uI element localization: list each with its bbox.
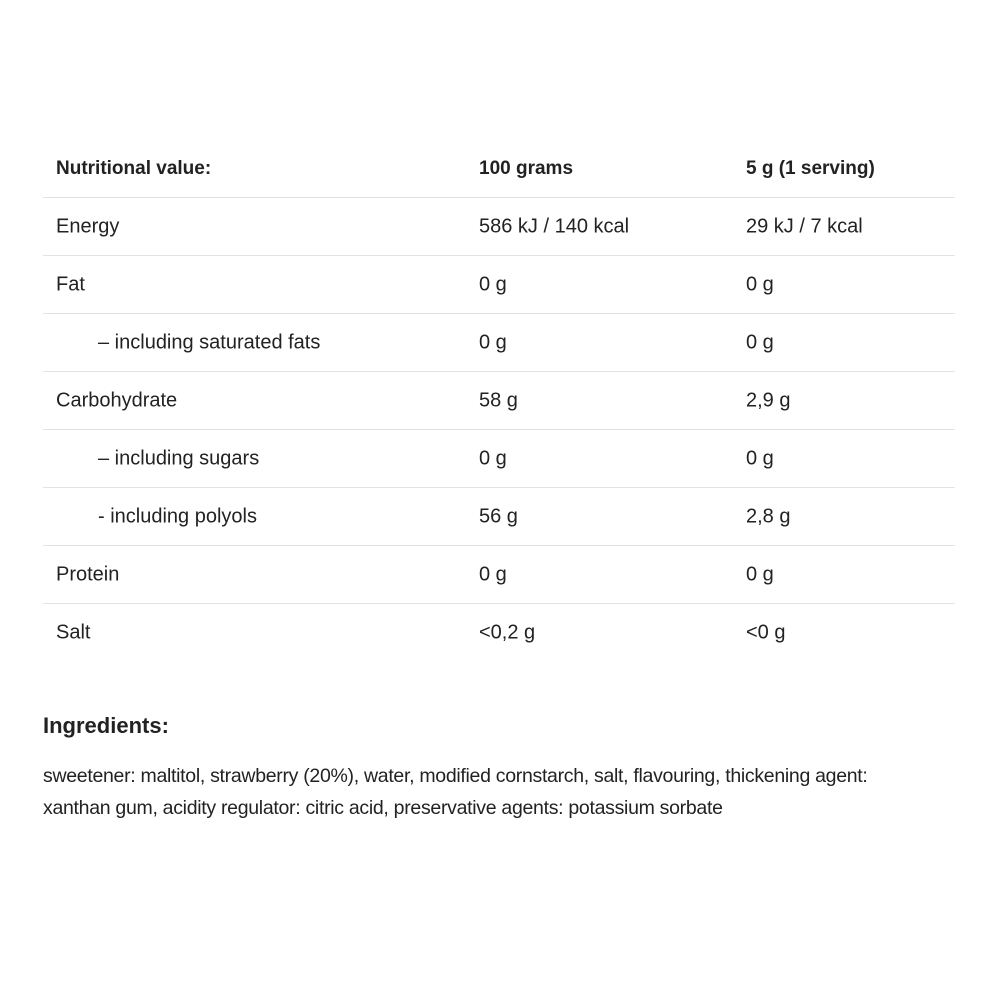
value-100g: 0 g: [479, 273, 507, 295]
value-serving: 0 g: [746, 273, 774, 295]
table-row: Carbohydrate 58 g 2,9 g: [43, 372, 955, 430]
value-serving: 0 g: [746, 331, 774, 353]
row-label: - including polyols: [98, 505, 257, 527]
value-100g: 56 g: [479, 505, 518, 527]
table-row: – including saturated fats 0 g 0 g: [43, 314, 955, 372]
ingredients-text: sweetener: maltitol, strawberry (20%), w…: [43, 765, 868, 819]
row-label: Energy: [56, 215, 120, 237]
ingredients-title: Ingredients:: [43, 713, 169, 738]
header-serving: 5 g (1 serving): [746, 157, 875, 179]
row-label: Protein: [56, 563, 120, 585]
value-100g: <0,2 g: [479, 621, 536, 643]
value-100g: 0 g: [479, 331, 507, 353]
value-serving: 0 g: [746, 447, 774, 469]
value-serving: 2,8 g: [746, 505, 791, 527]
header-100g: 100 grams: [479, 157, 574, 179]
header-nutritional-value: Nutritional value:: [56, 157, 212, 179]
nutrition-table: Nutritional value: 100 grams 5 g (1 serv…: [43, 140, 955, 661]
table-row: – including sugars 0 g 0 g: [43, 430, 955, 488]
table-header: Nutritional value: 100 grams 5 g (1 serv…: [43, 140, 955, 198]
row-label: Fat: [56, 273, 85, 295]
row-label: – including saturated fats: [98, 331, 321, 353]
table-row: Salt <0,2 g <0 g: [43, 604, 955, 661]
row-label: – including sugars: [98, 447, 260, 469]
value-serving: 29 kJ / 7 kcal: [746, 215, 863, 237]
value-serving: 0 g: [746, 563, 774, 585]
value-serving: 2,9 g: [746, 389, 791, 411]
table-row: Energy 586 kJ / 140 kcal 29 kJ / 7 kcal: [43, 198, 955, 256]
table-row: - including polyols 56 g 2,8 g: [43, 488, 955, 546]
value-100g: 586 kJ / 140 kcal: [479, 215, 630, 237]
row-label: Salt: [56, 621, 91, 643]
value-100g: 0 g: [479, 447, 507, 469]
row-label: Carbohydrate: [56, 389, 178, 411]
table-row: Fat 0 g 0 g: [43, 256, 955, 314]
value-serving: <0 g: [746, 621, 786, 643]
table-row: Protein 0 g 0 g: [43, 546, 955, 604]
value-100g: 0 g: [479, 563, 507, 585]
value-100g: 58 g: [479, 389, 518, 411]
